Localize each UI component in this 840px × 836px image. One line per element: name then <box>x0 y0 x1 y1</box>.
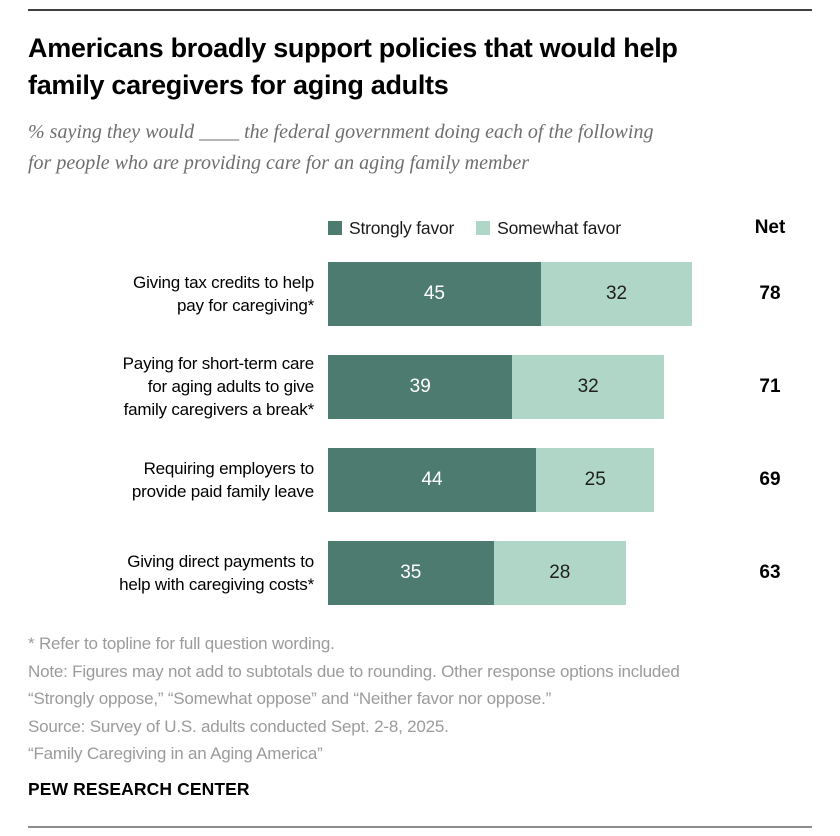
legend-label-somewhat-favor: Somewhat favor <box>497 217 621 238</box>
net-value: 71 <box>759 375 781 397</box>
bar-segment-strongly-favor: 45 <box>328 261 541 326</box>
top-rule <box>28 9 812 11</box>
chart-row: Requiring employers to provide paid fami… <box>28 433 812 526</box>
page-subtitle: % saying they would ____ the federal gov… <box>28 121 654 174</box>
chart-row: Paying for short-term care for aging adu… <box>28 340 812 433</box>
notes: * Refer to topline for full question wor… <box>28 630 812 768</box>
legend-swatch-strongly-favor <box>328 221 342 235</box>
bottom-rule <box>28 826 812 828</box>
chart-row: Giving tax credits to help pay for careg… <box>28 247 812 340</box>
bar-segment-somewhat-favor: 28 <box>493 540 626 605</box>
legend: Strongly favor Somewhat favor Net <box>328 217 812 239</box>
net-column-header: Net <box>754 217 786 238</box>
net-value: 63 <box>759 561 781 583</box>
bar-segment-somewhat-favor: 32 <box>540 261 693 326</box>
legend-swatch-somewhat-favor <box>476 221 491 235</box>
legend-item-strongly-favor: Strongly favor <box>328 218 454 239</box>
row-label: Giving tax credits to help pay for careg… <box>133 272 314 315</box>
stacked-bar: 44 25 <box>328 447 728 512</box>
note-asterisk: * Refer to topline for full question wor… <box>28 634 335 653</box>
brand-footer: PEW RESEARCH CENTER <box>28 778 250 799</box>
legend-label-strongly-favor: Strongly favor <box>349 217 455 238</box>
stacked-bar: 45 32 <box>328 261 728 326</box>
row-label: Requiring employers to provide paid fami… <box>131 458 314 501</box>
bar-segment-strongly-favor: 44 <box>328 447 537 512</box>
row-label: Paying for short-term care for aging adu… <box>122 354 315 419</box>
row-label: Giving direct payments to help with care… <box>119 551 314 594</box>
net-value: 69 <box>759 468 781 490</box>
net-value: 78 <box>759 282 781 304</box>
note-source: Source: Survey of U.S. adults conducted … <box>28 716 449 736</box>
chart-row: Giving direct payments to help with care… <box>28 526 812 619</box>
bar-segment-strongly-favor: 35 <box>328 540 494 605</box>
bar-segment-strongly-favor: 39 <box>328 354 513 419</box>
note-response-options: “Strongly oppose,” “Somewhat oppose” and… <box>28 689 552 708</box>
stacked-bar: 35 28 <box>328 540 728 605</box>
page-title: Americans broadly support policies that … <box>28 33 678 100</box>
legend-item-somewhat-favor: Somewhat favor <box>476 218 621 239</box>
chart-rows: Giving tax credits to help pay for careg… <box>28 247 812 619</box>
stacked-bar: 39 32 <box>328 354 728 419</box>
note-rounding: Note: Figures may not add to subtotals d… <box>28 661 680 681</box>
bar-segment-somewhat-favor: 25 <box>536 447 655 512</box>
bar-segment-somewhat-favor: 32 <box>512 354 664 419</box>
note-report-title: “Family Caregiving in an Aging America” <box>28 744 323 763</box>
